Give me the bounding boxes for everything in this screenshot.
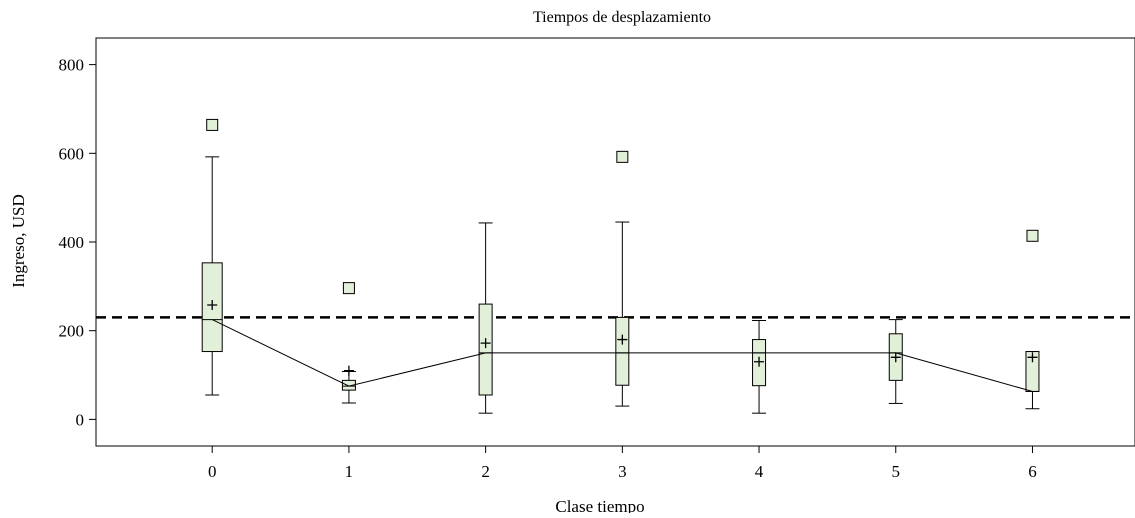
- y-tick-label: 600: [59, 144, 85, 163]
- y-tick-label: 400: [59, 233, 85, 252]
- y-tick-label: 800: [59, 56, 85, 75]
- y-tick-label: 200: [59, 322, 85, 341]
- outlier-point: [343, 283, 354, 294]
- x-tick-label: 3: [618, 462, 627, 481]
- box-iqr: [616, 317, 629, 385]
- box-iqr: [479, 304, 492, 395]
- y-axis-label: Ingreso, USD: [9, 194, 28, 288]
- mean-marker: [344, 366, 354, 376]
- chart-title: Tiempos de desplazamiento: [533, 9, 711, 26]
- x-tick-label: 0: [208, 462, 217, 481]
- x-tick-label: 1: [345, 462, 354, 481]
- y-tick-label: 0: [76, 410, 85, 429]
- x-tick-label: 4: [755, 462, 764, 481]
- outlier-point: [207, 119, 218, 130]
- x-axis-label: Clase tiempo: [555, 497, 644, 513]
- outlier-point: [1027, 230, 1038, 241]
- x-tick-label: 2: [481, 462, 490, 481]
- outlier-point: [617, 151, 628, 162]
- x-tick-label: 5: [892, 462, 901, 481]
- x-tick-label: 6: [1028, 462, 1037, 481]
- chart-marks: 0 200 400 600 800 0 1 2 3 4 5 6: [59, 38, 1135, 481]
